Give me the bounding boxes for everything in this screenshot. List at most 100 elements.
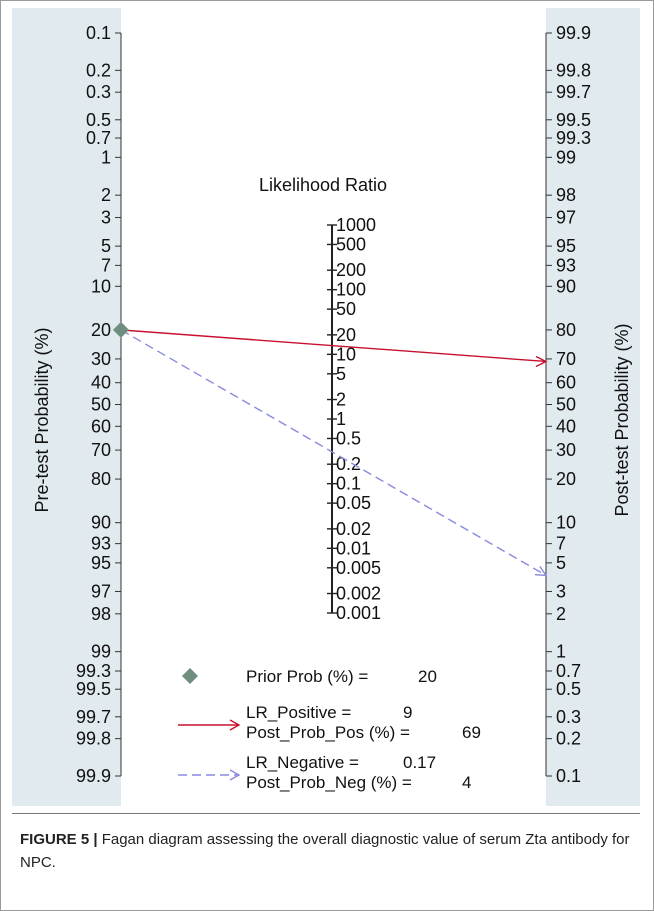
lr-tick-label: 100 xyxy=(336,280,366,300)
right-tick-label: 1 xyxy=(556,642,566,662)
right-tick-label: 20 xyxy=(556,469,576,489)
right-tick-label: 0.1 xyxy=(556,766,581,786)
left-tick-label: 95 xyxy=(91,553,111,573)
legend: Prior Prob (%) = 20 LR_Positive = 9 Post… xyxy=(178,667,481,792)
legend-lrpos-value: 9 xyxy=(403,703,412,722)
left-tick-label: 99.9 xyxy=(76,766,111,786)
right-tick-label: 7 xyxy=(556,534,566,554)
lr-tick-label: 1 xyxy=(336,409,346,429)
lr-tick-label: 0.1 xyxy=(336,474,361,494)
lr-tick-label: 50 xyxy=(336,299,356,319)
left-tick-label: 10 xyxy=(91,276,111,296)
caption-label: FIGURE 5 | xyxy=(20,831,98,848)
right-tick-label: 60 xyxy=(556,373,576,393)
right-tick-label: 30 xyxy=(556,440,576,460)
right-tick-label: 50 xyxy=(556,395,576,415)
left-tick-label: 7 xyxy=(101,255,111,275)
left-tick-label: 0.1 xyxy=(86,23,111,43)
left-tick-label: 99 xyxy=(91,642,111,662)
right-tick-label: 0.3 xyxy=(556,707,581,727)
right-tick-label: 10 xyxy=(556,513,576,533)
left-tick-label: 50 xyxy=(91,395,111,415)
left-tick-label: 70 xyxy=(91,440,111,460)
left-tick-label: 99.8 xyxy=(76,729,111,749)
plot-area xyxy=(121,8,546,806)
left-tick-label: 99.3 xyxy=(76,661,111,681)
positive-lr-arrowhead xyxy=(535,355,548,368)
left-tick-label: 0.5 xyxy=(86,110,111,130)
right-tick-label: 99.8 xyxy=(556,60,591,80)
lr-tick-label: 0.002 xyxy=(336,584,381,604)
legend-positive-arrow xyxy=(229,719,241,731)
lr-tick-label: 2 xyxy=(336,390,346,410)
negative-lr-arrowhead xyxy=(534,565,548,577)
right-tick-label: 95 xyxy=(556,236,576,256)
right-tick-label: 99.9 xyxy=(556,23,591,43)
left-tick-label: 1 xyxy=(101,147,111,167)
right-tick-label: 99.5 xyxy=(556,110,591,130)
right-tick-label: 99.3 xyxy=(556,128,591,148)
left-tick-label: 80 xyxy=(91,469,111,489)
right-tick-label: 93 xyxy=(556,255,576,275)
left-tick-label: 97 xyxy=(91,581,111,601)
lr-tick-label: 0.005 xyxy=(336,558,381,578)
left-tick-label: 3 xyxy=(101,208,111,228)
left-tick-label: 99.7 xyxy=(76,707,111,727)
left-tick-label: 5 xyxy=(101,236,111,256)
left-tick-label: 0.2 xyxy=(86,60,111,80)
lr-tick-label: 10 xyxy=(336,344,356,364)
left-tick-label: 93 xyxy=(91,534,111,554)
caption-separator xyxy=(12,813,640,814)
right-tick-label: 99.7 xyxy=(556,82,591,102)
legend-negative-arrow xyxy=(229,769,241,781)
right-tick-label: 70 xyxy=(556,349,576,369)
right-tick-label: 0.2 xyxy=(556,729,581,749)
legend-lrneg-value: 0.17 xyxy=(403,753,436,772)
legend-prior-value: 20 xyxy=(418,667,437,686)
right-tick-label: 0.7 xyxy=(556,661,581,681)
positive-lr-line xyxy=(120,329,547,363)
legend-postneg-value: 4 xyxy=(462,773,471,792)
negative-lr-line xyxy=(120,329,547,577)
legend-postpos-label: Post_Prob_Pos (%) = xyxy=(246,723,410,742)
right-tick-label: 98 xyxy=(556,185,576,205)
right-tick-label: 2 xyxy=(556,604,566,624)
legend-postpos-value: 69 xyxy=(462,723,481,742)
lr-tick-label: 200 xyxy=(336,260,366,280)
prior-prob-marker xyxy=(113,321,129,338)
caption-text: Fagan diagram assessing the overall diag… xyxy=(20,831,630,871)
right-tick-label: 99 xyxy=(556,147,576,167)
figure-caption: FIGURE 5 | Fagan diagram assessing the o… xyxy=(20,828,636,874)
right-tick-label: 0.5 xyxy=(556,679,581,699)
lr-tick-label: 5 xyxy=(336,364,346,384)
right-axis-label: Post-test Probability (%) xyxy=(612,323,632,516)
legend-lrneg-label: LR_Negative = xyxy=(246,753,359,772)
right-tick-label: 3 xyxy=(556,581,566,601)
left-tick-label: 90 xyxy=(91,513,111,533)
right-tick-label: 90 xyxy=(556,276,576,296)
left-tick-label: 0.7 xyxy=(86,128,111,148)
legend-prior-label: Prior Prob (%) = xyxy=(246,667,368,686)
lr-tick-label: 20 xyxy=(336,325,356,345)
left-tick-label: 98 xyxy=(91,604,111,624)
lr-tick-label: 0.02 xyxy=(336,519,371,539)
right-tick-label: 97 xyxy=(556,208,576,228)
lr-tick-label: 0.5 xyxy=(336,428,361,448)
left-tick-label: 0.3 xyxy=(86,82,111,102)
left-tick-label: 40 xyxy=(91,373,111,393)
lr-tick-label: 0.2 xyxy=(336,454,361,474)
lr-tick-label: 0.001 xyxy=(336,603,381,623)
likelihood-ratio-title: Likelihood Ratio xyxy=(259,175,387,195)
left-tick-label: 20 xyxy=(91,320,111,340)
lr-tick-label: 1000 xyxy=(336,215,376,235)
right-tick-label: 40 xyxy=(556,416,576,436)
left-tick-label: 99.5 xyxy=(76,679,111,699)
lr-tick-label: 0.05 xyxy=(336,493,371,513)
right-tick-label: 5 xyxy=(556,553,566,573)
left-tick-label: 30 xyxy=(91,349,111,369)
lr-tick-label: 500 xyxy=(336,234,366,254)
legend-lrpos-label: LR_Positive = xyxy=(246,703,351,722)
nomogram-lines xyxy=(113,321,548,577)
